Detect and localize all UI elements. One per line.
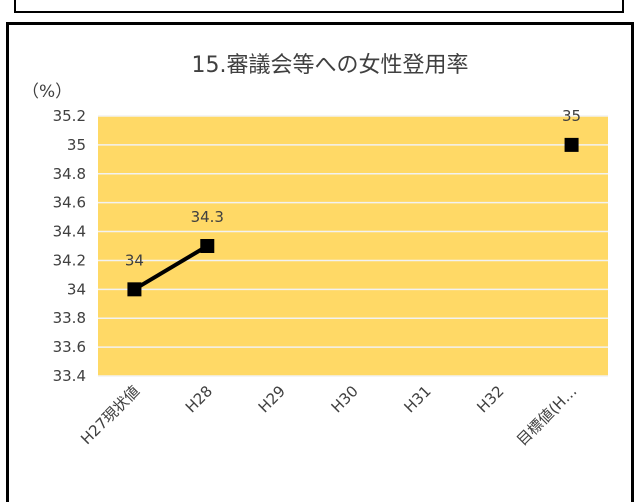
y-tick-label: 34.4 [53,223,86,241]
series-marks [127,137,579,297]
x-tick-label: H27現状値 [77,382,143,448]
y-tick-label: 34 [67,280,86,298]
y-tick-label: 33.6 [53,338,86,356]
y-tick-label: 34.8 [53,165,86,183]
y-tick-label: 33.4 [53,367,86,385]
header-box [14,0,624,13]
data-label: 34.3 [191,208,224,226]
y-tick-label: 33.8 [53,309,86,327]
data-point [564,137,579,152]
x-tick-label: H31 [400,382,434,416]
x-axis-ticks: H27現状値 H28 H29 H30 H31 H32 目標値(H… [77,382,580,449]
x-tick-label: H29 [255,382,289,416]
y-tick-label: 35 [67,136,86,154]
plot-area [98,116,608,376]
gridlines [98,115,608,377]
chart-title: 15.審議会等への女性登用率 [192,53,469,78]
y-axis-ticks: 33.4 33.6 33.8 34 34.2 34.4 34.6 34.8 35 35.2 [53,107,86,385]
y-tick-label: 35.2 [53,107,86,125]
data-label: 35 [562,107,581,125]
data-labels: 34 34.3 35 [125,107,581,269]
series-line [133,244,209,292]
x-tick-label: 目標値(H… [513,382,580,449]
data-point [200,239,215,253]
y-tick-label: 34.6 [53,194,86,212]
data-label: 34 [125,251,144,269]
x-tick-label: H30 [328,382,362,416]
x-tick-label: H28 [182,382,216,416]
y-axis-unit: （%） [22,82,72,102]
data-point [127,282,142,297]
y-tick-label: 34.2 [53,251,86,269]
x-tick-label: H32 [473,382,507,416]
